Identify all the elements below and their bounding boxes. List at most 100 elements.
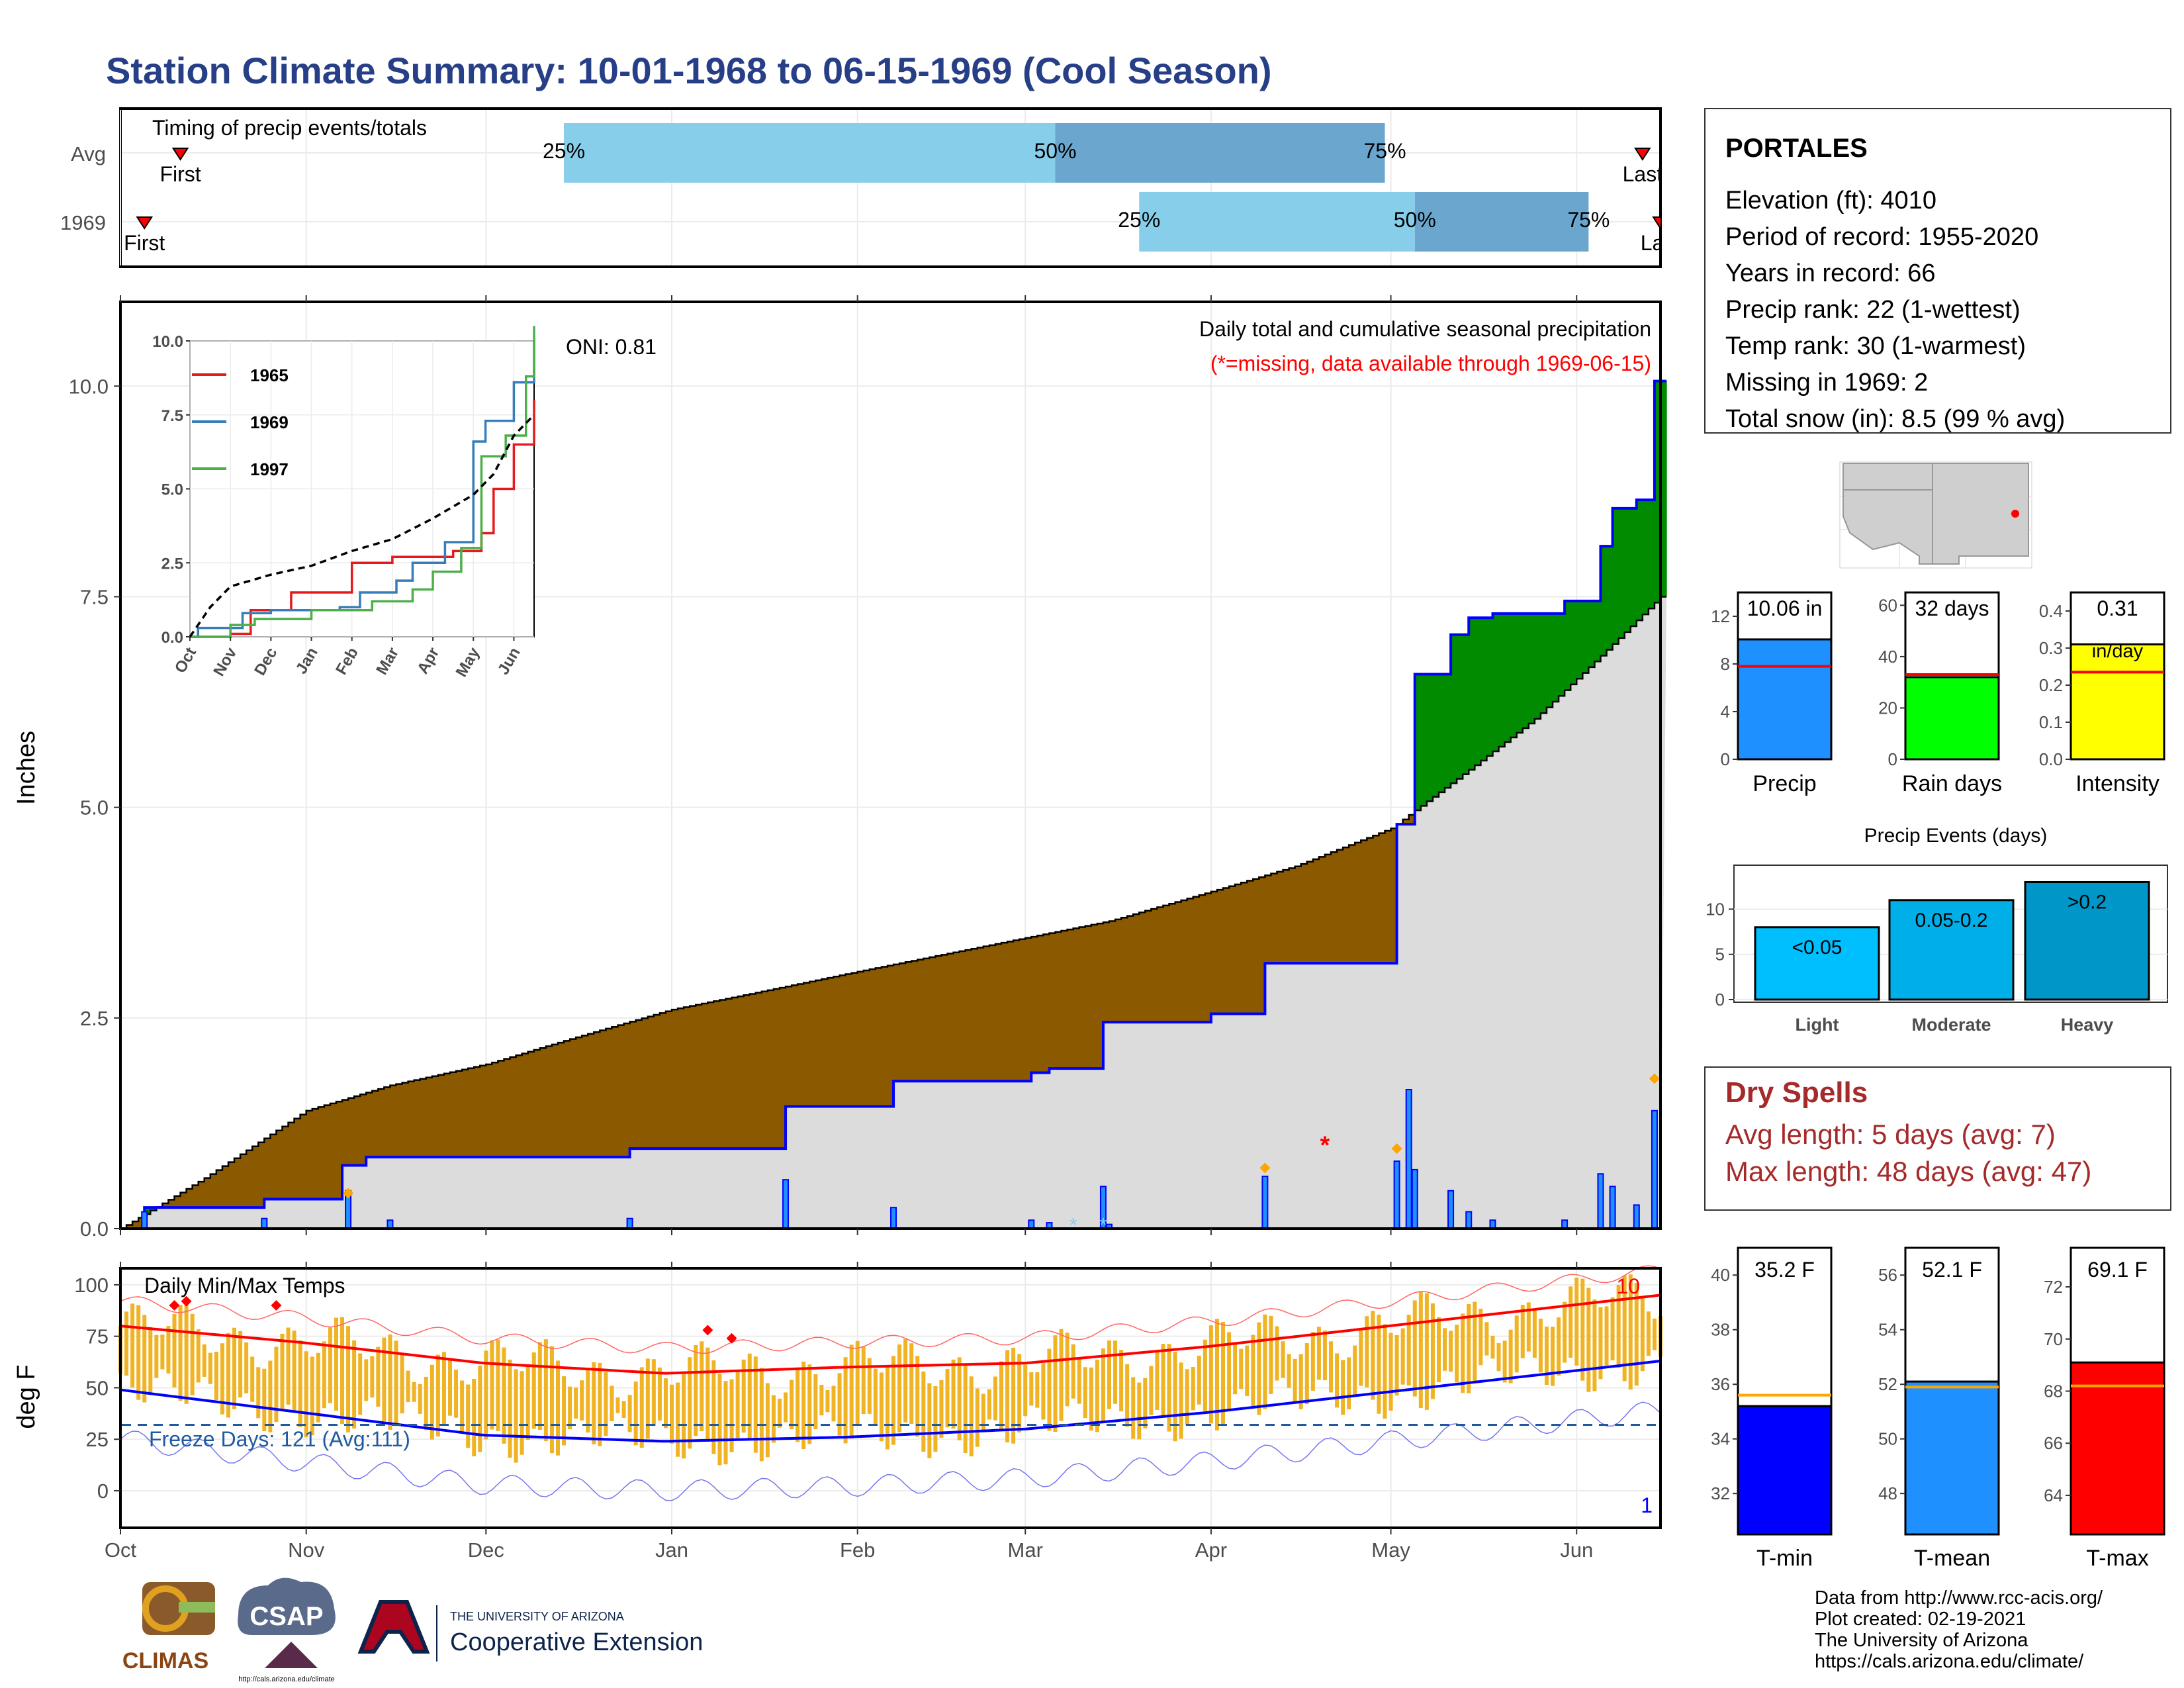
daily-temp-bar [735,1370,740,1438]
precip-ylabel: Inches [13,731,40,805]
daily-temp-bar [562,1376,567,1446]
daily-temp-bar [1113,1340,1118,1404]
temp-ytick-label: 50 [86,1376,109,1399]
daily-temp-bar [945,1369,950,1428]
daily-temp-bar [1646,1311,1651,1356]
summary-bar-rain-days [1904,676,2000,761]
daily-temp-bar [1083,1367,1087,1419]
daily-temp-bar [1455,1325,1459,1383]
avg-min-temp-line [120,1360,1661,1443]
daily-temp-bar [813,1374,818,1430]
precip-ytick-label: 10.0 [69,375,109,398]
temp-summary-label: T-max [2086,1546,2148,1571]
temp-top-count: 10 [1616,1274,1640,1298]
daily-temp-bar [130,1303,135,1388]
temp-summary-ytick-label: 70 [2044,1329,2063,1349]
temp-summary-ytick-label: 72 [2044,1277,2063,1297]
daily-temp-bar [1592,1299,1597,1391]
daily-temp-bar [1520,1305,1525,1358]
snow-marker: * [1099,1214,1107,1236]
daily-temp-bar [472,1379,477,1457]
inset-ytick-label: 5.0 [161,481,183,499]
daily-temp-bar [645,1358,650,1439]
temp-summary-ytick-label: 64 [2044,1485,2063,1505]
daily-temp-bar [1197,1356,1201,1405]
daily-temp-bar [555,1360,560,1456]
daily-temp-bar [1532,1308,1537,1358]
daily-temp-bar [1041,1363,1046,1420]
daily-temp-bar [694,1344,698,1436]
precip-event-marker [343,1188,354,1199]
daily-temp-bar [1293,1358,1297,1402]
summary-bar-charts: 10.06 in 0 4 8 12 Precip 32 days 0 20 40 60 Rain da… [1711,591,2165,796]
daily-temp-bar [178,1305,183,1401]
daily-temp-bar [508,1359,512,1458]
precip-ytick-label: 5.0 [80,796,109,820]
inset-ytick-label: 10.0 [152,333,183,351]
daily-temp-bar [334,1317,338,1411]
summary-value-label: 32 days [1915,596,1989,620]
daily-temp-bar [1005,1350,1010,1442]
precip-normal-area [120,596,1667,1229]
daily-temp-bar [400,1354,404,1414]
daily-temp-bar [424,1376,428,1430]
daily-temp-bar [1484,1322,1489,1356]
daily-temp-bar [1551,1327,1555,1386]
daily-temp-bar [292,1331,296,1413]
events-bar-label: >0.2 [2068,891,2107,913]
timing-pct-label: 50% [1034,139,1076,163]
daily-temp-bar [1467,1304,1471,1393]
temp-summary-ytick-label: 68 [2044,1382,2063,1401]
station-elevation: Elevation (ft): 4010 [1725,187,1936,214]
csap-logo-url: http://cals.arizona.edu/climate [238,1675,335,1683]
events-bar-heavy [2024,880,2150,1001]
daily-temp-bar [358,1353,363,1415]
temp-panel-frame [119,1267,1662,1529]
daily-temp-bar [124,1311,129,1376]
daily-temp-bar [214,1352,218,1401]
temp-summary-ytick-label: 38 [1711,1320,1730,1340]
daily-temp-bar [418,1383,422,1414]
temp-summary-bar-t-min [1737,1405,1833,1536]
daily-temp-bar [1143,1378,1148,1429]
precip-event-marker [1391,1143,1402,1154]
daily-temp-bar [1436,1317,1441,1383]
daily-temp-bar [1365,1316,1369,1387]
summary-ytick-label: 0.0 [2039,749,2063,769]
x-axis-month-label: Dec [468,1538,504,1562]
inset-line-avg [189,414,535,637]
daily-temp-bar [208,1352,212,1384]
temp-ylabel: deg F [13,1364,40,1429]
daily-temp-bar [1430,1303,1435,1399]
daily-temp-bar [729,1379,734,1452]
daily-temp-bar [1149,1366,1154,1415]
snow-marker: * [1069,1214,1077,1236]
precip-ytick-label: 7.5 [80,585,109,608]
daily-temp-bar [1514,1315,1519,1373]
events-bar-label: <0.05 [1792,937,1843,959]
daily-temp-bar [376,1346,381,1407]
daily-temp-bar [663,1378,668,1429]
events-bar-light [1754,926,1880,1001]
temp-ytick-label: 75 [86,1325,109,1348]
daily-temp-bar [166,1326,171,1374]
summary-ytick-label: 0 [1888,749,1897,769]
daily-temp-bar [1017,1354,1022,1432]
daily-temp-bar [447,1358,452,1416]
daily-temp-bar [388,1334,392,1430]
daily-temp-bar [1095,1360,1099,1432]
temp-summary-charts: 35.2 F 32 34 36 38 40 T-min 52.1 F 48 50 52 54 56 T-m… [1711,1246,2165,1571]
daily-temp-bar [514,1369,518,1463]
events-bar-label: 0.05-0.2 [1915,910,1987,931]
daily-temp-bar [777,1398,782,1428]
daily-temp-bar [226,1333,230,1418]
precip-panel-frame [119,301,1662,1230]
daily-temp-bar [604,1372,608,1436]
temp-summary-label: T-min [1756,1546,1813,1571]
summary-bar-label: Intensity [2075,771,2160,796]
daily-temp-bar [1418,1291,1423,1409]
precip-ytick-label: 2.5 [80,1007,109,1030]
ua-logo-bottom-text: Cooperative Extension [450,1628,703,1656]
daily-temp-bar [670,1384,674,1444]
